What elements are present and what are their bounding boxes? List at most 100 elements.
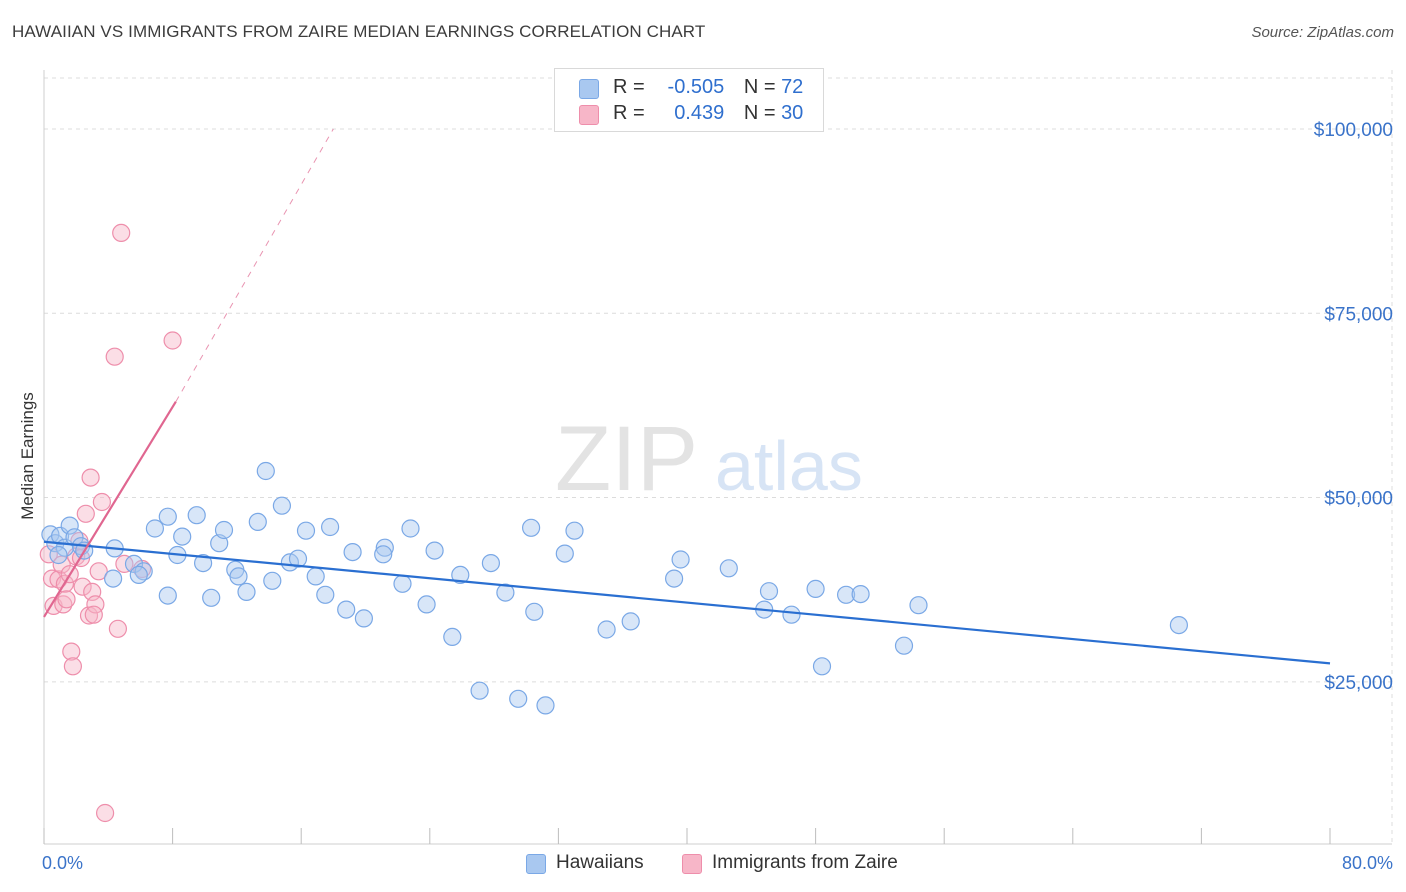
hawaiian-point [671,550,690,569]
hawaiian-point [288,549,308,568]
legend-n-label: N = [743,102,776,124]
hawaiian-point [836,585,856,604]
y-tick-label: $75,000 [1324,304,1393,325]
hawaiian-point [525,602,544,621]
legend-r-label: R = [613,76,645,98]
zaire-point [54,595,73,614]
zaire-point [108,619,128,638]
hawaiian-point [306,567,325,586]
hawaiian-point [103,569,123,588]
hawaiian-point [719,559,738,578]
hawaiian-point [194,553,213,573]
hawaiian-point [1169,615,1189,635]
hawaiian-point [229,567,248,586]
hawaiian-point [451,565,470,585]
hawaiian-point [187,506,206,525]
hawaiian-point [909,596,928,615]
zaire-point [84,605,103,624]
hawaiian-point [202,588,221,607]
y-tick-label: $50,000 [1324,489,1393,510]
hawaiian-point [401,519,420,538]
zaire-trend-line [43,401,177,618]
hawaiian-point [129,565,148,585]
x-tick-label-max: 80.0% [1342,853,1393,873]
legend-r-value: -0.505 [667,76,725,98]
hawaiian-point [158,586,177,605]
hawaiian-point [145,519,164,538]
zaire-point [62,642,81,661]
hawaiian-point [158,507,177,526]
hawaiian-point [214,520,234,540]
hawaiian-point [470,681,489,700]
zaire-point [76,504,95,523]
hawaiian-point [621,612,640,631]
hawaiian-point [521,518,541,537]
zaire-point [115,554,134,574]
hawaiian-point [536,696,555,715]
zaire-point [163,331,182,350]
watermark: ZIP atlas [555,408,863,510]
zaire-point [112,223,131,242]
y-tick-label: $25,000 [1324,673,1393,694]
y-tick-label: $100,000 [1314,120,1393,141]
hawaiian-point [443,627,462,647]
hawaiian-point [248,512,267,532]
series-legend-swatch-blue [526,854,546,874]
zaire-point [57,590,76,609]
hawaiian-point [337,600,356,619]
hawaiian-point [60,516,79,535]
hawaiian-point [759,582,779,601]
series-hawaiians [41,461,1189,715]
series-immigrants-from-zaire [39,223,182,823]
hawaiian-point [393,574,412,593]
trend-lines [43,128,1331,665]
hawaiian-point [374,545,393,564]
hawaiian-point [316,585,335,604]
zaire-point [73,577,92,596]
hawaiian-point [134,562,153,581]
hawaiian-point [806,579,825,599]
source-credit: Source: ZipAtlas.com [1251,24,1394,41]
hawaiians-trend-line [43,540,1331,665]
hawaiian-point [597,620,616,639]
hawaiian-point [354,609,373,628]
x-tick-label-min: 0.0% [42,853,83,873]
correlation-legend: R = -0.505 N = 72 R = 0.439 N = 30 [554,68,824,132]
hawaiian-point [509,689,528,708]
hawaiian-point [237,582,256,602]
zaire-point [92,492,112,512]
legend-n-value: 72 [781,76,804,98]
hawaiian-point [496,583,515,602]
hawaiian-point [272,496,291,515]
hawaiian-point [664,569,684,588]
hawaiian-point [417,595,436,614]
y-axis-tick-labels: $25,000 $50,000 $75,000 $100,000 [1314,120,1393,694]
y-axis-title: Median Earnings [18,392,37,520]
hawaiian-point [851,584,870,604]
legend-n-value: 30 [781,102,804,124]
legend-n-label: N = [743,76,776,98]
zaire-point [105,347,124,366]
hawaiian-point [65,528,84,547]
hawaiian-point [812,657,832,676]
series-legend-swatch-pink [682,854,702,874]
hawaiian-point [481,553,500,573]
legend-r-value: 0.439 [674,102,725,124]
zaire-trend-extension [175,128,334,402]
hawaiian-point [894,636,914,655]
zaire-point [63,657,83,676]
hawaiian-point [375,538,394,557]
watermark-zip: ZIP [555,408,698,510]
series-legend-label: Hawaiians [556,852,644,873]
hawaiian-point [321,517,340,537]
zaire-point [89,562,108,581]
hawaiian-point [555,544,574,563]
legend-r-label: R = [613,102,645,124]
hawaiian-point [296,521,316,540]
zaire-point [39,545,58,564]
hawaiian-point [425,541,444,560]
series-legend-label: Immigrants from Zaire [712,852,898,873]
hawaiian-point [256,461,275,481]
legend-swatch-blue [579,79,599,99]
